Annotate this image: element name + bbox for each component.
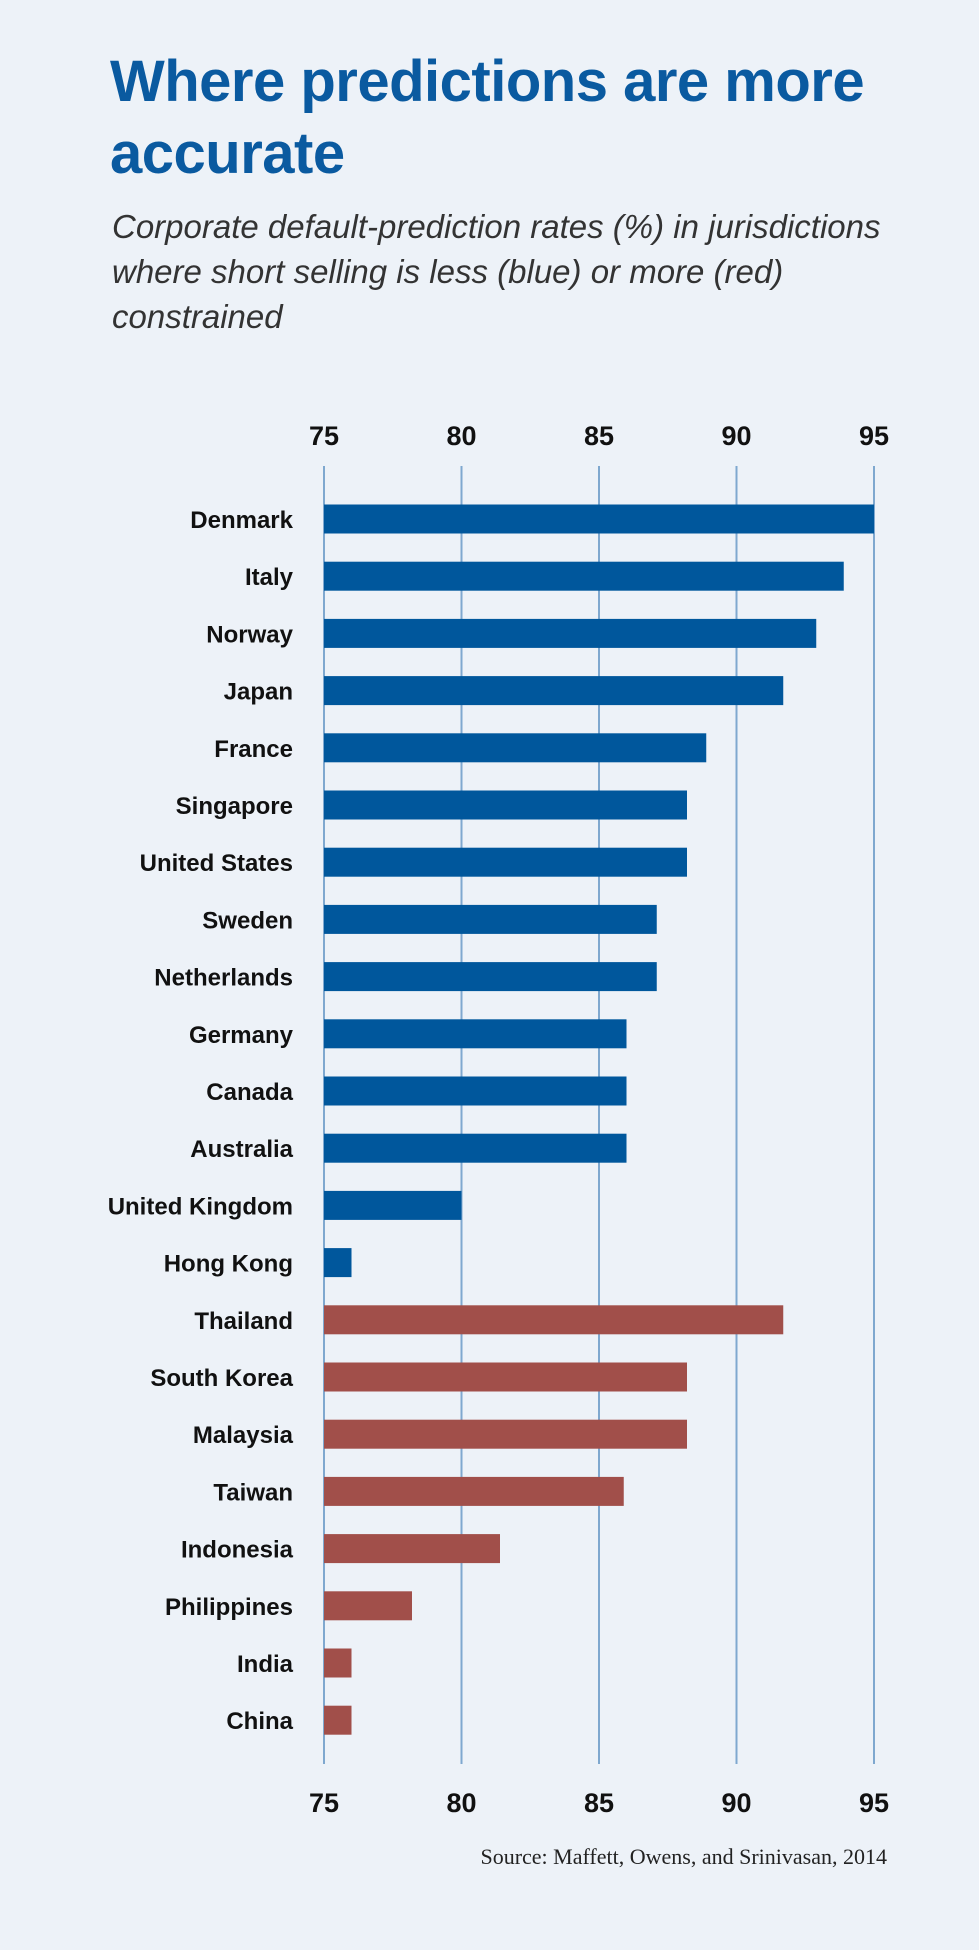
- x-tick-label-top: 80: [446, 421, 476, 451]
- category-label: Italy: [245, 564, 294, 591]
- bar: [324, 1534, 500, 1564]
- x-tick-label-top: 95: [859, 421, 889, 451]
- category-label: Taiwan: [213, 1479, 293, 1506]
- bar: [324, 1076, 627, 1106]
- x-tick-label-bottom: 95: [859, 1788, 889, 1818]
- category-label: Indonesia: [181, 1537, 294, 1564]
- category-label: Denmark: [190, 507, 293, 534]
- bar: [324, 1019, 627, 1049]
- category-label: Philippines: [165, 1594, 293, 1621]
- x-tick-label-top: 85: [584, 421, 614, 451]
- category-label: France: [214, 736, 293, 763]
- x-tick-label-bottom: 85: [584, 1788, 614, 1818]
- category-label: Norway: [206, 621, 293, 648]
- bar: [324, 1705, 352, 1735]
- x-tick-label-bottom: 90: [721, 1788, 751, 1818]
- category-label: India: [237, 1651, 294, 1678]
- category-label: Hong Kong: [164, 1251, 293, 1278]
- bar: [324, 790, 687, 820]
- category-label: Malaysia: [193, 1422, 294, 1449]
- x-tick-label-top: 75: [309, 421, 339, 451]
- category-label: Australia: [190, 1136, 293, 1163]
- bar: [324, 1133, 627, 1163]
- bar: [324, 504, 874, 534]
- x-tick-label-top: 90: [721, 421, 751, 451]
- category-label: Sweden: [202, 907, 293, 934]
- bar: [324, 962, 657, 992]
- category-label: Japan: [224, 679, 293, 706]
- category-label: Singapore: [176, 793, 293, 820]
- bar: [324, 618, 817, 648]
- bar: [324, 1305, 784, 1335]
- category-label: United Kingdom: [108, 1193, 293, 1220]
- bar: [324, 1190, 462, 1220]
- bar: [324, 676, 784, 706]
- bar: [324, 847, 687, 877]
- x-tick-label-bottom: 75: [309, 1788, 339, 1818]
- category-label: Thailand: [194, 1308, 293, 1335]
- category-label: South Korea: [150, 1365, 293, 1392]
- category-label: United States: [140, 850, 293, 877]
- category-label: China: [226, 1708, 293, 1735]
- bar: [324, 1362, 687, 1392]
- bar: [324, 1419, 687, 1449]
- category-label: Netherlands: [154, 965, 293, 992]
- source-note: Source: Maffett, Owens, and Srinivasan, …: [480, 1844, 887, 1869]
- category-label: Canada: [206, 1079, 293, 1106]
- bar: [324, 1648, 352, 1678]
- chart-subtitle: Corporate default-prediction rates (%) i…: [112, 208, 881, 335]
- bar: [324, 1591, 412, 1621]
- x-tick-label-bottom: 80: [446, 1788, 476, 1818]
- bar: [324, 733, 707, 763]
- bar: [324, 1248, 352, 1278]
- bar: [324, 904, 657, 934]
- bar: [324, 1476, 624, 1506]
- chart-title: Where predictions are more accurate: [110, 49, 865, 186]
- category-label: Germany: [189, 1022, 294, 1049]
- bar: [324, 561, 844, 591]
